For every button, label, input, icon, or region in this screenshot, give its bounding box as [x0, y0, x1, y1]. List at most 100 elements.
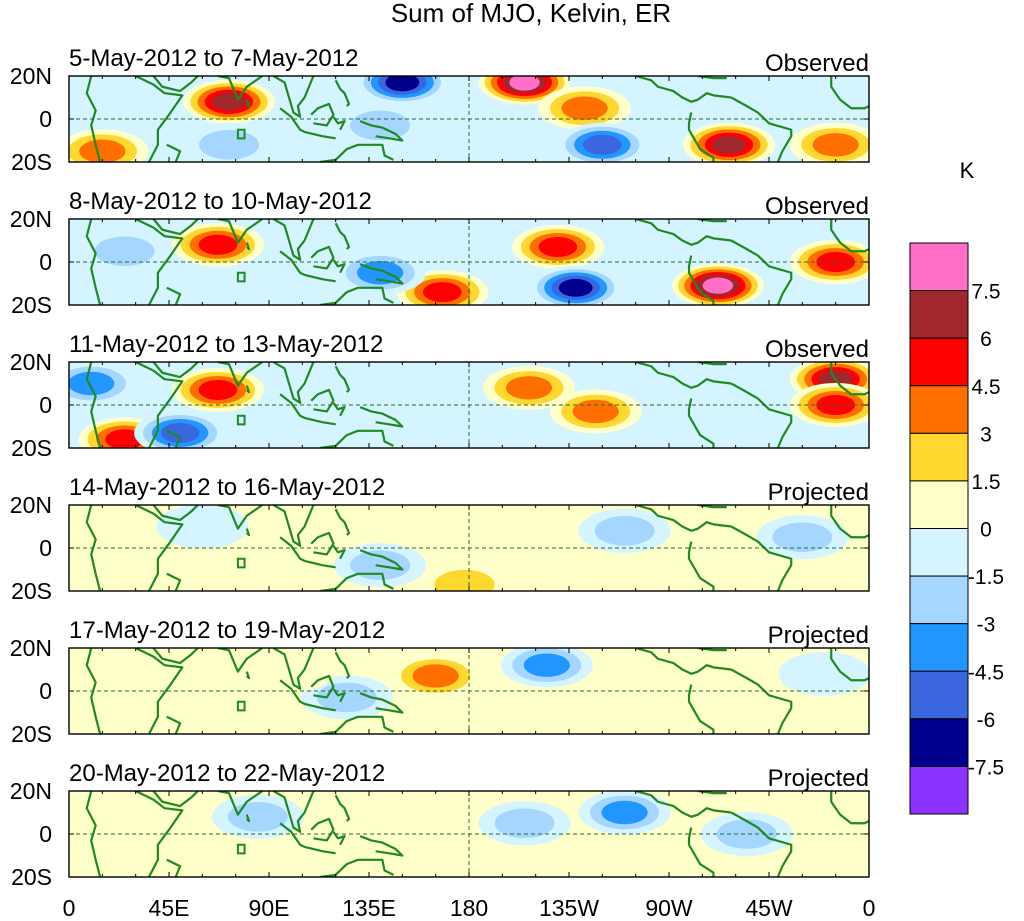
panel-status-label: Projected — [768, 622, 869, 649]
coastline — [152, 791, 199, 808]
colorbar-swatch — [909, 290, 969, 339]
lat-label: 0 — [39, 106, 52, 132]
panel-date-label: 5-May-2012 to 7-May-2012 — [69, 45, 358, 72]
colorbar-tick-label: -7.5 — [968, 756, 1004, 779]
colorbar-swatch — [909, 480, 969, 529]
coastline — [730, 96, 793, 162]
coastline — [272, 76, 315, 118]
contour-shape — [558, 278, 593, 297]
coastline — [166, 572, 182, 591]
coastline — [697, 76, 727, 80]
coastline — [635, 648, 732, 675]
contour-shape — [594, 516, 655, 546]
panel-status-label: Observed — [765, 336, 869, 363]
coastline — [697, 791, 727, 795]
coastline — [152, 219, 199, 236]
coastline — [635, 362, 732, 389]
lat-label: 0 — [39, 678, 52, 704]
contour-shape — [494, 808, 555, 839]
field-layer — [69, 362, 869, 448]
contour-shape — [412, 664, 459, 688]
region-box — [236, 843, 246, 855]
contour-shape — [79, 139, 126, 162]
coastline — [279, 679, 336, 712]
lat-label: 20N — [10, 349, 52, 375]
panel-date-label: 17-May-2012 to 19-May-2012 — [69, 617, 385, 644]
contour-shape — [160, 422, 200, 443]
panel-status-label: Projected — [768, 479, 869, 506]
coastline — [135, 505, 184, 591]
coastline — [332, 831, 346, 846]
coastline — [279, 536, 336, 569]
coastline — [319, 572, 394, 591]
coastline — [635, 219, 732, 246]
coastline — [334, 222, 351, 250]
coastline — [319, 286, 394, 305]
coastline — [166, 143, 182, 162]
colorbar-swatch — [909, 528, 969, 577]
panel-status-label: Observed — [765, 193, 869, 220]
coastline — [279, 107, 336, 140]
contour-shape — [812, 133, 859, 157]
contour-shape — [538, 236, 578, 257]
contour-shape — [561, 96, 608, 120]
lon-label: 0 — [863, 895, 876, 921]
coastline — [217, 362, 263, 387]
contour-shape — [702, 277, 734, 294]
coastline — [830, 362, 869, 396]
coastline — [272, 362, 315, 404]
panel-date-label: 11-May-2012 to 13-May-2012 — [69, 331, 383, 358]
contour-shape — [772, 522, 833, 553]
coastline — [135, 362, 184, 448]
coastline — [85, 362, 102, 448]
lat-label: 0 — [39, 249, 52, 275]
lon-label: 45W — [745, 895, 793, 921]
coastline — [319, 715, 394, 734]
colorbar-tick-label: 3 — [980, 423, 992, 446]
field-layer — [69, 791, 869, 877]
lat-label: 20S — [11, 721, 52, 747]
lat-label: 0 — [39, 392, 52, 418]
coastline — [310, 817, 335, 842]
coastline — [245, 528, 251, 537]
coastline — [85, 76, 102, 162]
coastline — [245, 99, 251, 108]
map-panels: 5-May-2012 to 7-May-2012 Observed20N020S8… — [10, 45, 870, 890]
panel-status-label: Observed — [765, 50, 869, 77]
coastline — [135, 648, 184, 734]
coastline — [272, 648, 315, 690]
lat-label: 20N — [10, 492, 52, 518]
coastline — [135, 219, 184, 305]
coastline — [272, 505, 315, 547]
map-panel: 20-May-2012 to 22-May-2012 Projected 20N 0 2… — [10, 760, 870, 890]
coastline — [730, 668, 793, 734]
coastline — [152, 648, 199, 665]
field-layer — [69, 76, 869, 162]
coastline — [245, 814, 251, 823]
coastline — [245, 242, 251, 251]
coastline — [245, 385, 251, 394]
map-panel: 14-May-2012 to 16-May-2012 Projected 20N 0 2… — [10, 474, 870, 604]
coastline — [217, 505, 263, 530]
panel-date-label: 20-May-2012 to 22-May-2012 — [69, 760, 385, 787]
lat-label: 20N — [10, 778, 52, 804]
colorbar-swatch — [909, 242, 969, 292]
map-panel: 11-May-2012 to 13-May-2012 Observed 20N 0 20… — [10, 331, 870, 461]
field-layer — [69, 505, 869, 591]
contour-shape — [69, 371, 115, 396]
coastline — [359, 406, 404, 428]
coastline — [332, 116, 346, 131]
coastline — [310, 531, 335, 556]
colorbar-tick-label: -1.5 — [968, 566, 1004, 589]
coastline — [279, 250, 336, 283]
region-box — [236, 700, 246, 712]
coastline — [272, 219, 315, 261]
lon-label: 180 — [450, 895, 488, 921]
contour-shape — [523, 653, 570, 677]
coastline — [319, 858, 394, 877]
colorbar-unit: K — [960, 158, 975, 183]
longitude-axis: 0 45E 90E 135E 180 135W 90W 45W 0 — [63, 895, 876, 921]
coastline — [152, 362, 199, 379]
colorbar-tick-label: 6 — [980, 328, 992, 351]
colorbar-tick-label: 0 — [980, 519, 992, 542]
